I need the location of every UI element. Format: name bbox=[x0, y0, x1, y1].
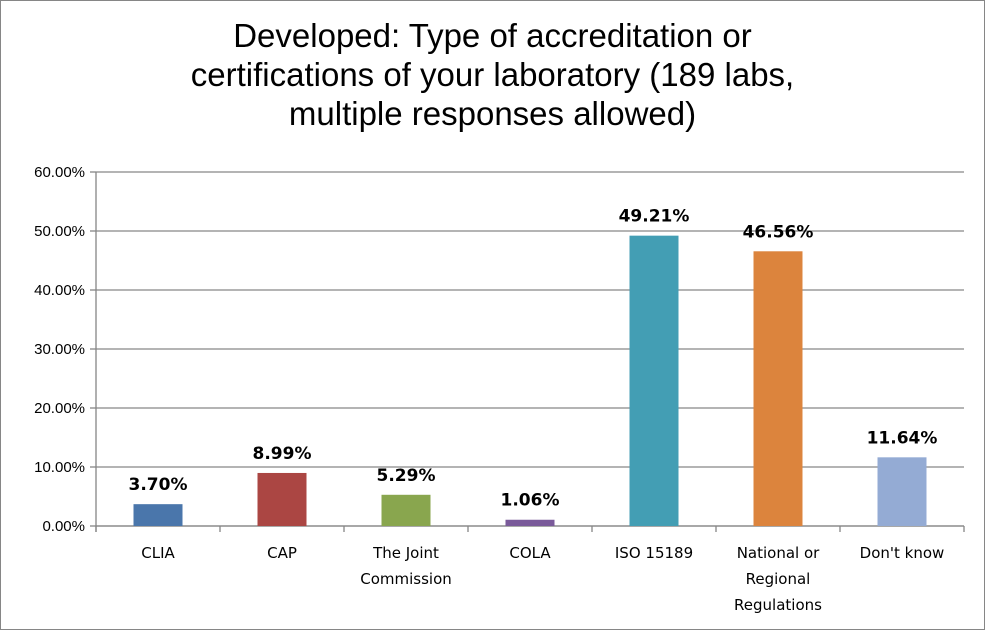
bar-iso-15189 bbox=[629, 235, 679, 526]
bar-national-or-regional-regulations bbox=[753, 251, 803, 526]
y-tick-label: 60.00% bbox=[34, 164, 85, 181]
y-tick-label: 40.00% bbox=[34, 282, 85, 299]
chart-title-line: multiple responses allowed) bbox=[288, 95, 697, 132]
x-category-label: Don't know bbox=[860, 544, 945, 562]
bar-don-t-know bbox=[877, 457, 927, 526]
x-category-label: CLIA bbox=[141, 544, 175, 562]
y-tick-label: 20.00% bbox=[34, 400, 85, 417]
bar-the-joint-commission bbox=[381, 494, 431, 526]
chart-title: Developed: Type of accreditation or certi… bbox=[0, 16, 985, 133]
x-category-label: National or bbox=[737, 544, 820, 562]
data-label: 49.21% bbox=[619, 207, 690, 227]
data-label: 3.70% bbox=[129, 475, 188, 495]
x-category-label: Regulations bbox=[734, 596, 822, 614]
data-label: 1.06% bbox=[501, 491, 560, 511]
x-category-label: Commission bbox=[360, 570, 452, 588]
x-category-label: The Joint bbox=[372, 544, 439, 562]
x-category-label: COLA bbox=[509, 544, 551, 562]
bar-cap bbox=[257, 472, 307, 526]
y-tick-label: 50.00% bbox=[34, 223, 85, 240]
bar-cola bbox=[505, 519, 555, 526]
y-tick-label: 0.00% bbox=[42, 518, 85, 535]
data-label: 11.64% bbox=[867, 428, 938, 448]
data-label: 8.99% bbox=[253, 444, 312, 464]
chart-title-line: certifications of your laboratory (189 l… bbox=[190, 56, 795, 93]
y-tick-label: 30.00% bbox=[34, 341, 85, 358]
x-category-label: CAP bbox=[267, 544, 297, 562]
x-category-label: ISO 15189 bbox=[615, 544, 693, 562]
data-label: 46.56% bbox=[743, 222, 814, 242]
data-label: 5.29% bbox=[377, 466, 436, 486]
y-tick-label: 10.00% bbox=[34, 459, 85, 476]
chart-title-line: Developed: Type of accreditation or bbox=[233, 17, 752, 54]
bar-clia bbox=[133, 504, 183, 526]
x-category-label: Regional bbox=[746, 570, 811, 588]
